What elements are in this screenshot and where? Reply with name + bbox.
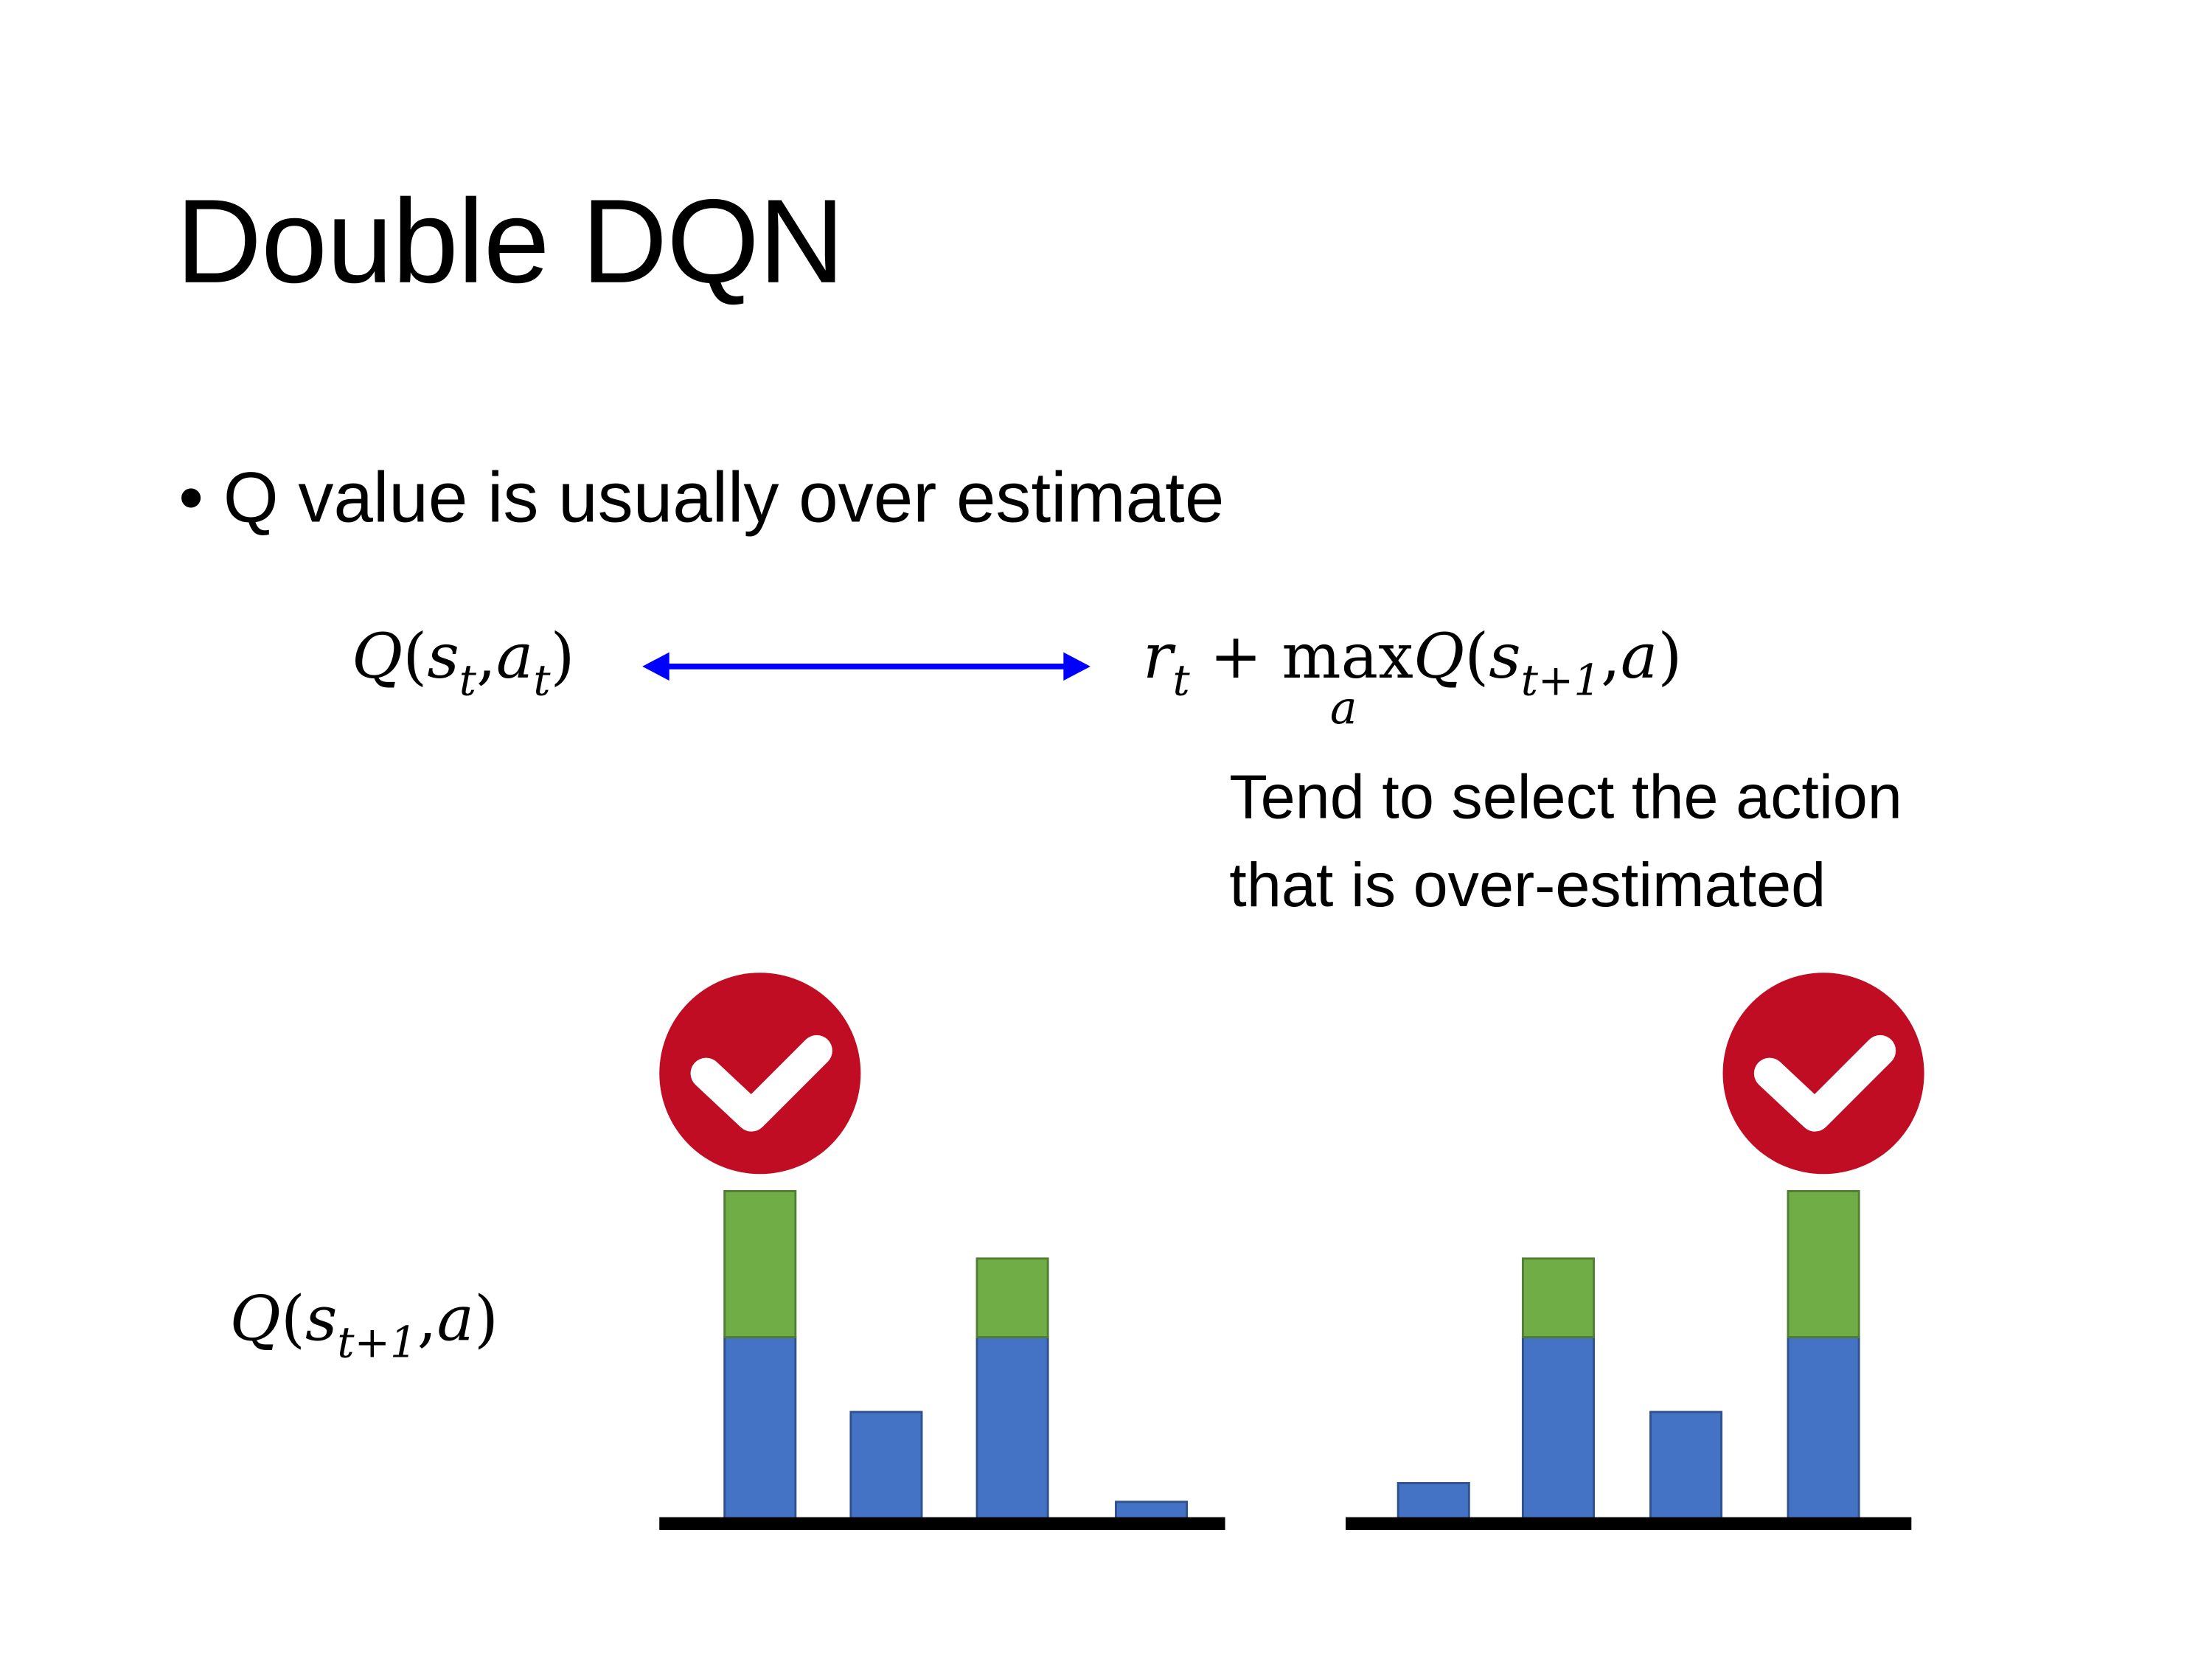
note-line-1: Tend to select the action: [1229, 762, 1902, 832]
bar-true-value-1: [723, 1336, 797, 1526]
chart-label-q-st1-a: Q(st+1,a): [229, 1283, 499, 1368]
formula-q-st-at: Q(st,at): [351, 621, 575, 706]
check-circle-icon: [1722, 973, 1924, 1175]
bar-overestimate-4: [1787, 1190, 1860, 1338]
chart-axis-baseline: [659, 1517, 1225, 1531]
bar-overestimate-1: [723, 1190, 797, 1338]
check-circle-icon: [659, 973, 861, 1175]
bullet-item: • Q value is usually over estimate: [178, 456, 1224, 539]
bullet-marker: •: [178, 458, 204, 538]
bar-true-value-2: [1521, 1336, 1595, 1526]
bar-chart-2: [1346, 973, 1924, 1531]
chart-axis-baseline: [1346, 1517, 1912, 1531]
bar-true-value-3: [975, 1336, 1049, 1526]
bar-true-value-3: [1649, 1411, 1723, 1526]
bar-overestimate-2: [1521, 1257, 1595, 1338]
formula-target: rt + max a Q(st+1,a): [1143, 621, 1683, 735]
bar-true-value-2: [849, 1411, 923, 1526]
bar-chart-1: [659, 973, 1225, 1531]
bar-true-value-4: [1787, 1336, 1860, 1526]
slide-title: Double DQN: [175, 174, 844, 308]
note-line-2: that is over-estimated: [1229, 850, 1826, 921]
bullet-text: Q value is usually over estimate: [223, 458, 1225, 538]
bar-overestimate-3: [975, 1257, 1049, 1338]
double-arrow-icon: [642, 652, 1091, 681]
